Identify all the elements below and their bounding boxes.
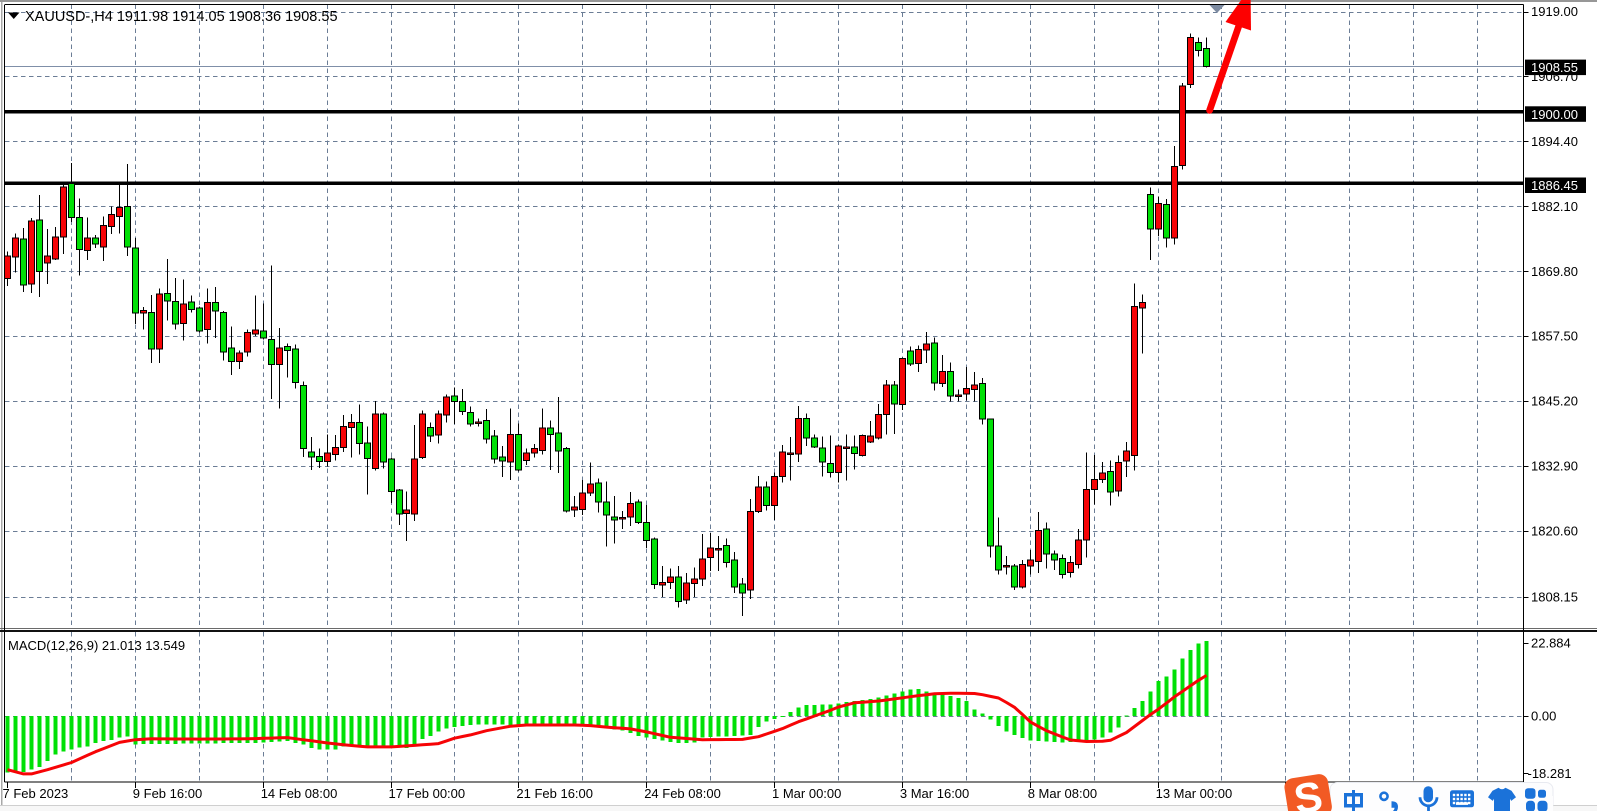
svg-text:3 Mar 16:00: 3 Mar 16:00: [900, 786, 969, 801]
svg-text:1894.40: 1894.40: [1531, 134, 1578, 149]
svg-text:14 Feb 08:00: 14 Feb 08:00: [261, 786, 338, 801]
svg-text:24 Feb 08:00: 24 Feb 08:00: [644, 786, 721, 801]
svg-text:1845.20: 1845.20: [1531, 394, 1578, 409]
svg-text:1882.10: 1882.10: [1531, 199, 1578, 214]
svg-text:-18.281: -18.281: [1528, 766, 1572, 781]
svg-text:9 Feb 16:00: 9 Feb 16:00: [133, 786, 202, 801]
svg-text:1919.00: 1919.00: [1531, 4, 1578, 19]
svg-text:22.884: 22.884: [1531, 636, 1571, 651]
svg-text:7 Feb 2023: 7 Feb 2023: [3, 786, 69, 801]
svg-text:1820.60: 1820.60: [1531, 524, 1578, 539]
svg-text:0.00: 0.00: [1531, 709, 1556, 724]
svg-text:8 Mar 08:00: 8 Mar 08:00: [1028, 786, 1097, 801]
svg-text:21 Feb 16:00: 21 Feb 16:00: [516, 786, 593, 801]
svg-text:1857.50: 1857.50: [1531, 329, 1578, 344]
svg-text:XAUUSD-,H4 1911.98 1914.05 19: XAUUSD-,H4 1911.98 1914.05 1908.36 1908.…: [25, 9, 338, 25]
svg-text:1908.55: 1908.55: [1531, 60, 1578, 75]
svg-text:MACD(12,26,9) 21.013 13.549: MACD(12,26,9) 21.013 13.549: [8, 638, 185, 653]
svg-text:1886.45: 1886.45: [1531, 178, 1578, 193]
svg-text:1 Mar 00:00: 1 Mar 00:00: [772, 786, 841, 801]
svg-text:17 Feb 00:00: 17 Feb 00:00: [389, 786, 466, 801]
svg-text:13 Mar 00:00: 13 Mar 00:00: [1156, 786, 1233, 801]
svg-text:1808.15: 1808.15: [1531, 589, 1578, 604]
svg-text:1869.80: 1869.80: [1531, 264, 1578, 279]
svg-text:1900.00: 1900.00: [1531, 107, 1578, 122]
svg-text:1832.90: 1832.90: [1531, 459, 1578, 474]
